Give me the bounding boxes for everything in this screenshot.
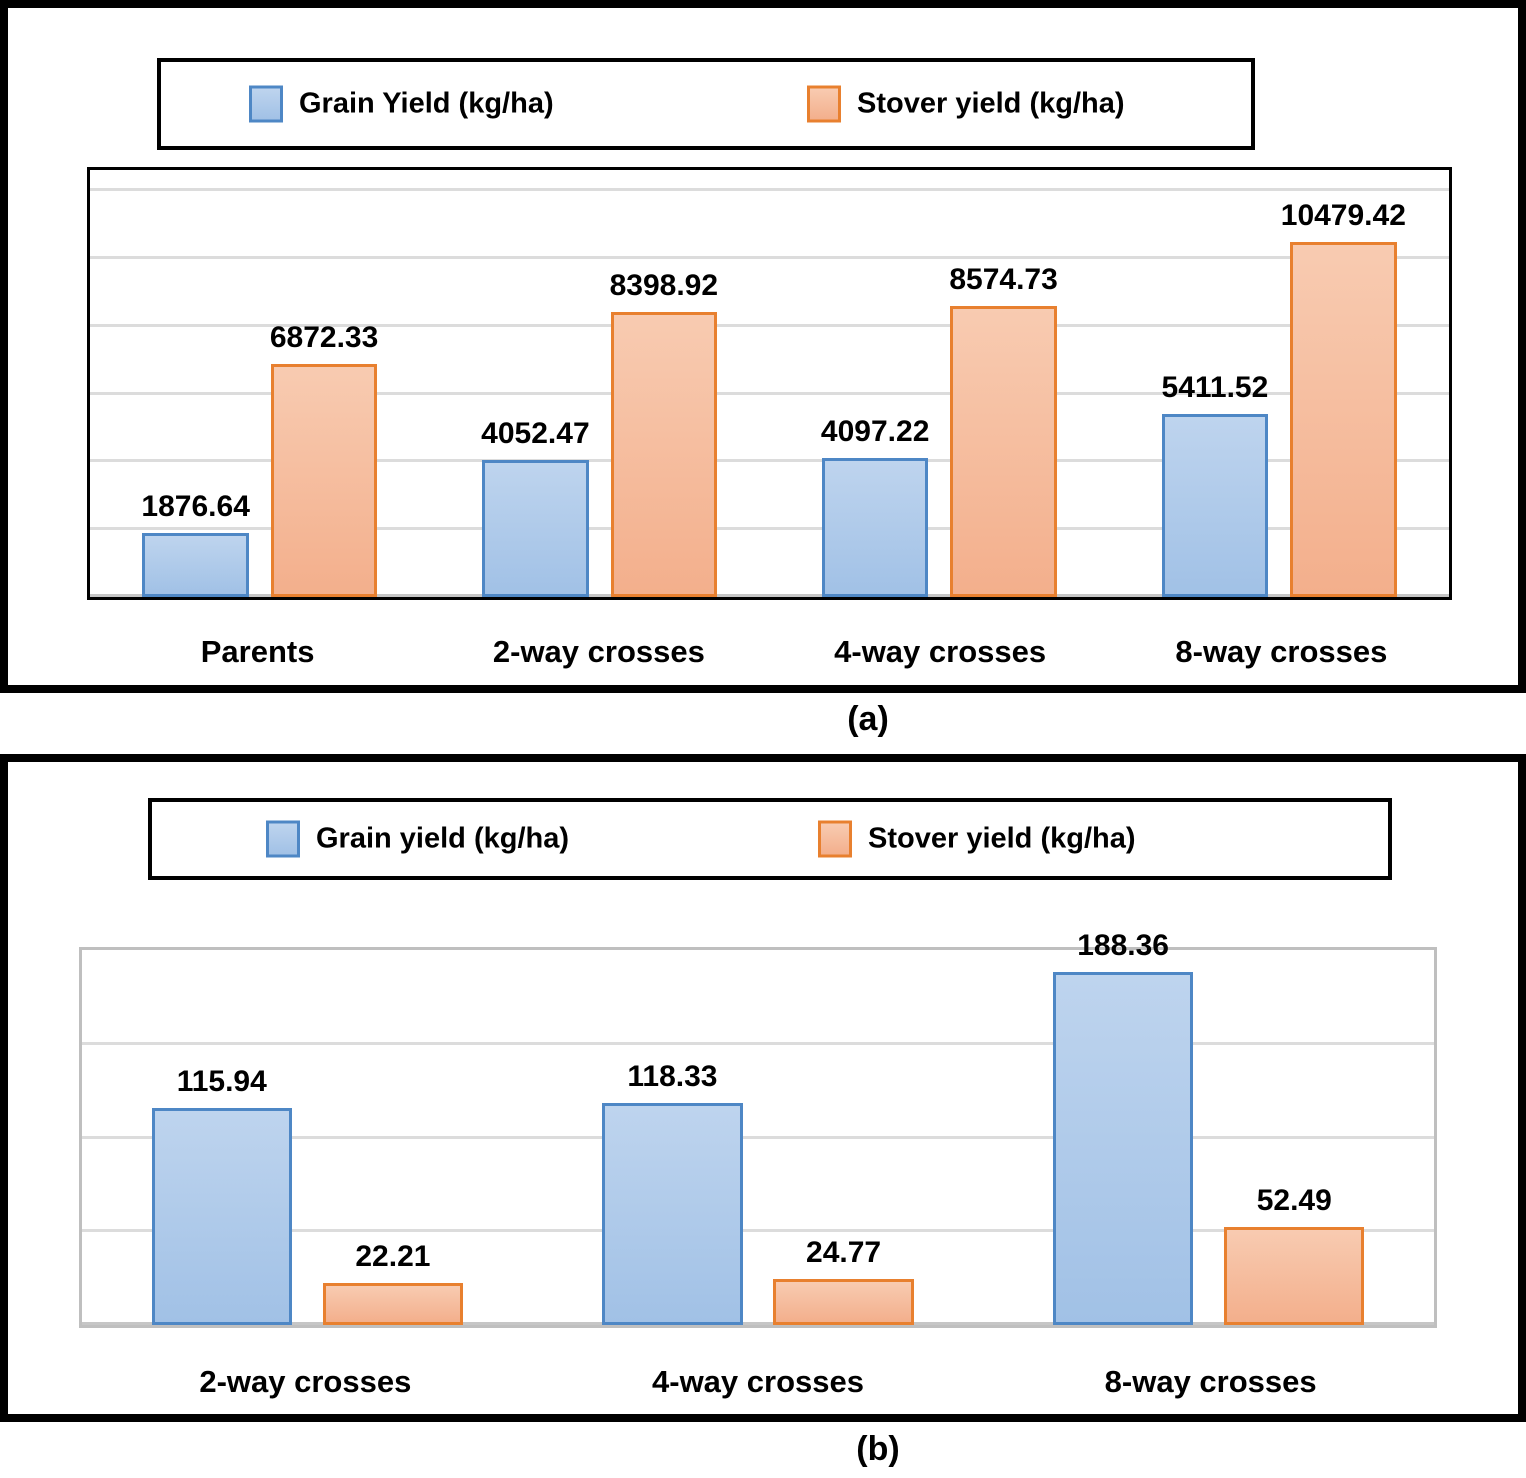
bar-grain-0 (151, 1107, 292, 1325)
value-label-stover-1: 24.77 (806, 1235, 882, 1269)
caption-a: (a) (847, 700, 889, 738)
category-label-1-2: 8-way crosses (1104, 1364, 1317, 1399)
category-label-1-0: 2-way crosses (199, 1364, 412, 1399)
value-label-grain-1: 4052.47 (481, 416, 590, 450)
value-label-stover-0: 22.21 (355, 1240, 431, 1274)
legend-item-stover-a: Stover yield (kg/ha) (807, 85, 1125, 123)
stover-swatch-icon (807, 85, 841, 123)
value-label-grain-2: 4097.22 (820, 415, 930, 449)
panel-a: Grain Yield (kg/ha) Stover yield (kg/ha)… (0, 0, 1526, 693)
gridline-100 (82, 1135, 1434, 1139)
value-label-stover-2: 52.49 (1256, 1183, 1332, 1217)
bar-grain-3 (1161, 413, 1269, 597)
bar-grain-2 (1052, 971, 1194, 1325)
stover-swatch-icon (818, 820, 852, 858)
grain-swatch-icon (266, 820, 300, 858)
gridline-2000 (90, 527, 1449, 531)
value-label-grain-2: 188.36 (1077, 928, 1169, 962)
legend-item-stover-b: Stover yield (kg/ha) (818, 820, 1136, 858)
legend-item-grain-a: Grain Yield (kg/ha) (249, 85, 554, 123)
legend-label-stover-a: Stover yield (kg/ha) (857, 87, 1125, 120)
category-label-0-2: 4-way crosses (834, 634, 1047, 669)
bar-stover-2 (950, 306, 1057, 597)
category-axis-b: 2-way crosses 4-way crosses 8-way crosses (79, 1360, 1437, 1408)
value-label-stover-1: 8398.92 (609, 269, 719, 303)
value-label-stover-0: 6872.33 (269, 321, 379, 355)
x-axis-line (90, 594, 1449, 597)
bar-grain-1 (602, 1103, 743, 1325)
bar-grain-1 (482, 459, 589, 597)
value-label-grain-0: 115.94 (176, 1064, 267, 1098)
category-label-1-1: 4-way crosses (652, 1364, 864, 1399)
bar-grain-0 (142, 533, 249, 597)
gridline-150 (82, 1041, 1434, 1045)
bar-stover-1 (610, 312, 718, 597)
category-label-0-3: 8-way crosses (1175, 634, 1388, 669)
bar-stover-1 (773, 1278, 914, 1325)
gridline-12000 (90, 188, 1449, 192)
category-label-0-1: 2-way crosses (492, 634, 705, 669)
gridline-6000 (90, 391, 1449, 395)
legend-label-grain-a: Grain Yield (kg/ha) (299, 87, 554, 120)
gridline-50 (82, 1229, 1434, 1233)
legend-label-grain-b: Grain yield (kg/ha) (316, 822, 569, 855)
gridline-8000 (90, 323, 1449, 327)
grain-swatch-icon (249, 85, 283, 123)
plot-area-a: 1876.64 6872.33 4052.47 8398.92 4097.22 8574.… (87, 167, 1452, 600)
legend-b: Grain yield (kg/ha) Stover yield (kg/ha) (148, 798, 1392, 880)
bar-stover-0 (270, 364, 378, 597)
value-label-grain-1: 118.33 (627, 1060, 718, 1094)
panel-b: Grain yield (kg/ha) Stover yield (kg/ha)… (0, 754, 1526, 1422)
value-label-stover-3: 10479.42 (1280, 198, 1406, 232)
bar-stover-2 (1224, 1226, 1365, 1325)
value-label-grain-3: 5411.52 (1161, 370, 1269, 404)
category-axis-a: Parents 2-way crosses 4-way crosses 8-way c… (87, 630, 1452, 678)
bar-stover-0 (322, 1283, 464, 1325)
x-axis-line (82, 1322, 1434, 1325)
plot-area-b: 115.94 22.21 118.33 24.77 188.36 52.49 (79, 929, 1437, 1328)
bar-grain-2 (821, 458, 929, 597)
legend-label-stover-b: Stover yield (kg/ha) (868, 822, 1136, 855)
legend-item-grain-b: Grain yield (kg/ha) (266, 820, 569, 858)
value-label-stover-2: 8574.73 (949, 263, 1058, 297)
gridline-10000 (90, 256, 1449, 260)
gridline-4000 (90, 459, 1449, 463)
legend-a: Grain Yield (kg/ha) Stover yield (kg/ha) (157, 58, 1255, 150)
value-label-grain-0: 1876.64 (141, 490, 250, 524)
category-label-0-0: Parents (200, 634, 315, 669)
caption-b: (b) (856, 1430, 900, 1468)
bar-stover-3 (1290, 241, 1397, 597)
